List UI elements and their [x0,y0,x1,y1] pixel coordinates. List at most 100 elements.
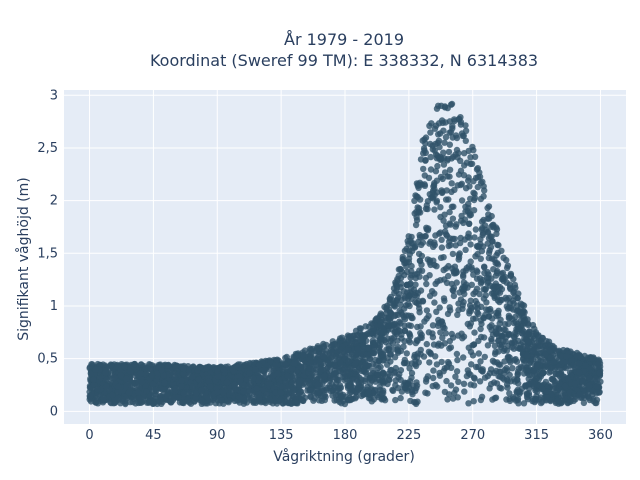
data-point [472,315,479,322]
data-point [245,387,253,394]
data-point [149,372,156,379]
data-point [571,380,578,387]
data-point [504,367,511,374]
data-point [377,322,384,329]
data-point [338,334,346,341]
data-point [195,376,203,383]
data-point [205,378,212,385]
data-point [307,393,314,401]
data-point [427,153,434,161]
data-point [418,267,426,274]
data-point [403,281,411,288]
data-point [514,344,521,352]
data-point [265,375,273,382]
data-point [371,387,379,394]
data-point [445,148,453,156]
data-point [392,396,399,404]
data-point [566,389,573,396]
data-point [579,378,586,385]
data-point [377,378,384,385]
data-point [586,374,593,382]
data-point [416,181,423,189]
data-point [485,215,493,222]
data-point [441,103,449,110]
data-point [420,150,427,157]
data-point [403,350,410,357]
data-point [532,395,539,402]
data-point [530,367,537,374]
data-point [391,303,399,310]
data-point [354,345,362,353]
data-point [422,274,430,282]
data-point [547,364,555,372]
data-point [437,229,444,236]
data-point [295,381,302,388]
data-point [467,297,474,304]
data-point [473,285,481,292]
data-point [171,385,179,393]
data-point [430,341,438,348]
data-point [90,381,98,388]
data-point [370,350,378,357]
data-point [422,232,429,240]
data-point [394,349,402,356]
data-point [240,388,247,395]
y-tick-label: 0 [50,404,58,419]
data-point [290,354,298,362]
data-point [337,359,344,366]
data-point [445,242,452,250]
data-point [475,350,482,357]
data-point [497,361,504,368]
data-point [461,162,468,169]
data-point [463,264,470,272]
data-point [115,394,123,402]
data-point [115,383,122,390]
chart-title: År 1979 - 2019 [284,30,404,49]
data-point [414,398,421,405]
data-point [438,244,446,251]
data-point [522,383,529,390]
data-point [393,296,401,304]
data-point [506,395,513,403]
data-point [454,356,461,364]
data-point [484,228,491,235]
data-point [481,374,489,381]
data-point [225,397,233,404]
data-point [534,388,541,396]
data-point [563,353,570,360]
data-point [477,317,485,324]
data-point [446,337,453,345]
data-point [231,397,238,405]
data-point [346,365,354,372]
data-point [553,370,560,378]
data-point [337,346,344,353]
x-tick-label: 360 [588,428,613,443]
data-point [413,217,421,224]
data-point [341,373,348,381]
data-point [236,394,243,402]
data-point [381,317,389,324]
data-point [464,320,471,328]
data-point [332,353,339,360]
data-point [485,249,493,257]
data-point [465,370,472,377]
data-point [449,215,457,222]
data-point [331,341,339,348]
data-point [529,347,536,354]
data-point [439,175,446,183]
data-point [395,290,403,298]
data-point [424,198,432,205]
data-point [446,208,453,216]
data-point [127,368,134,375]
data-point [284,372,291,380]
data-point [520,370,528,377]
data-point [559,373,567,380]
data-point [287,400,295,407]
data-point [523,352,531,359]
data-point [306,380,313,387]
data-point [438,187,445,194]
data-point [375,357,382,364]
data-point [536,353,544,361]
data-point [319,353,327,360]
data-point [510,275,517,283]
